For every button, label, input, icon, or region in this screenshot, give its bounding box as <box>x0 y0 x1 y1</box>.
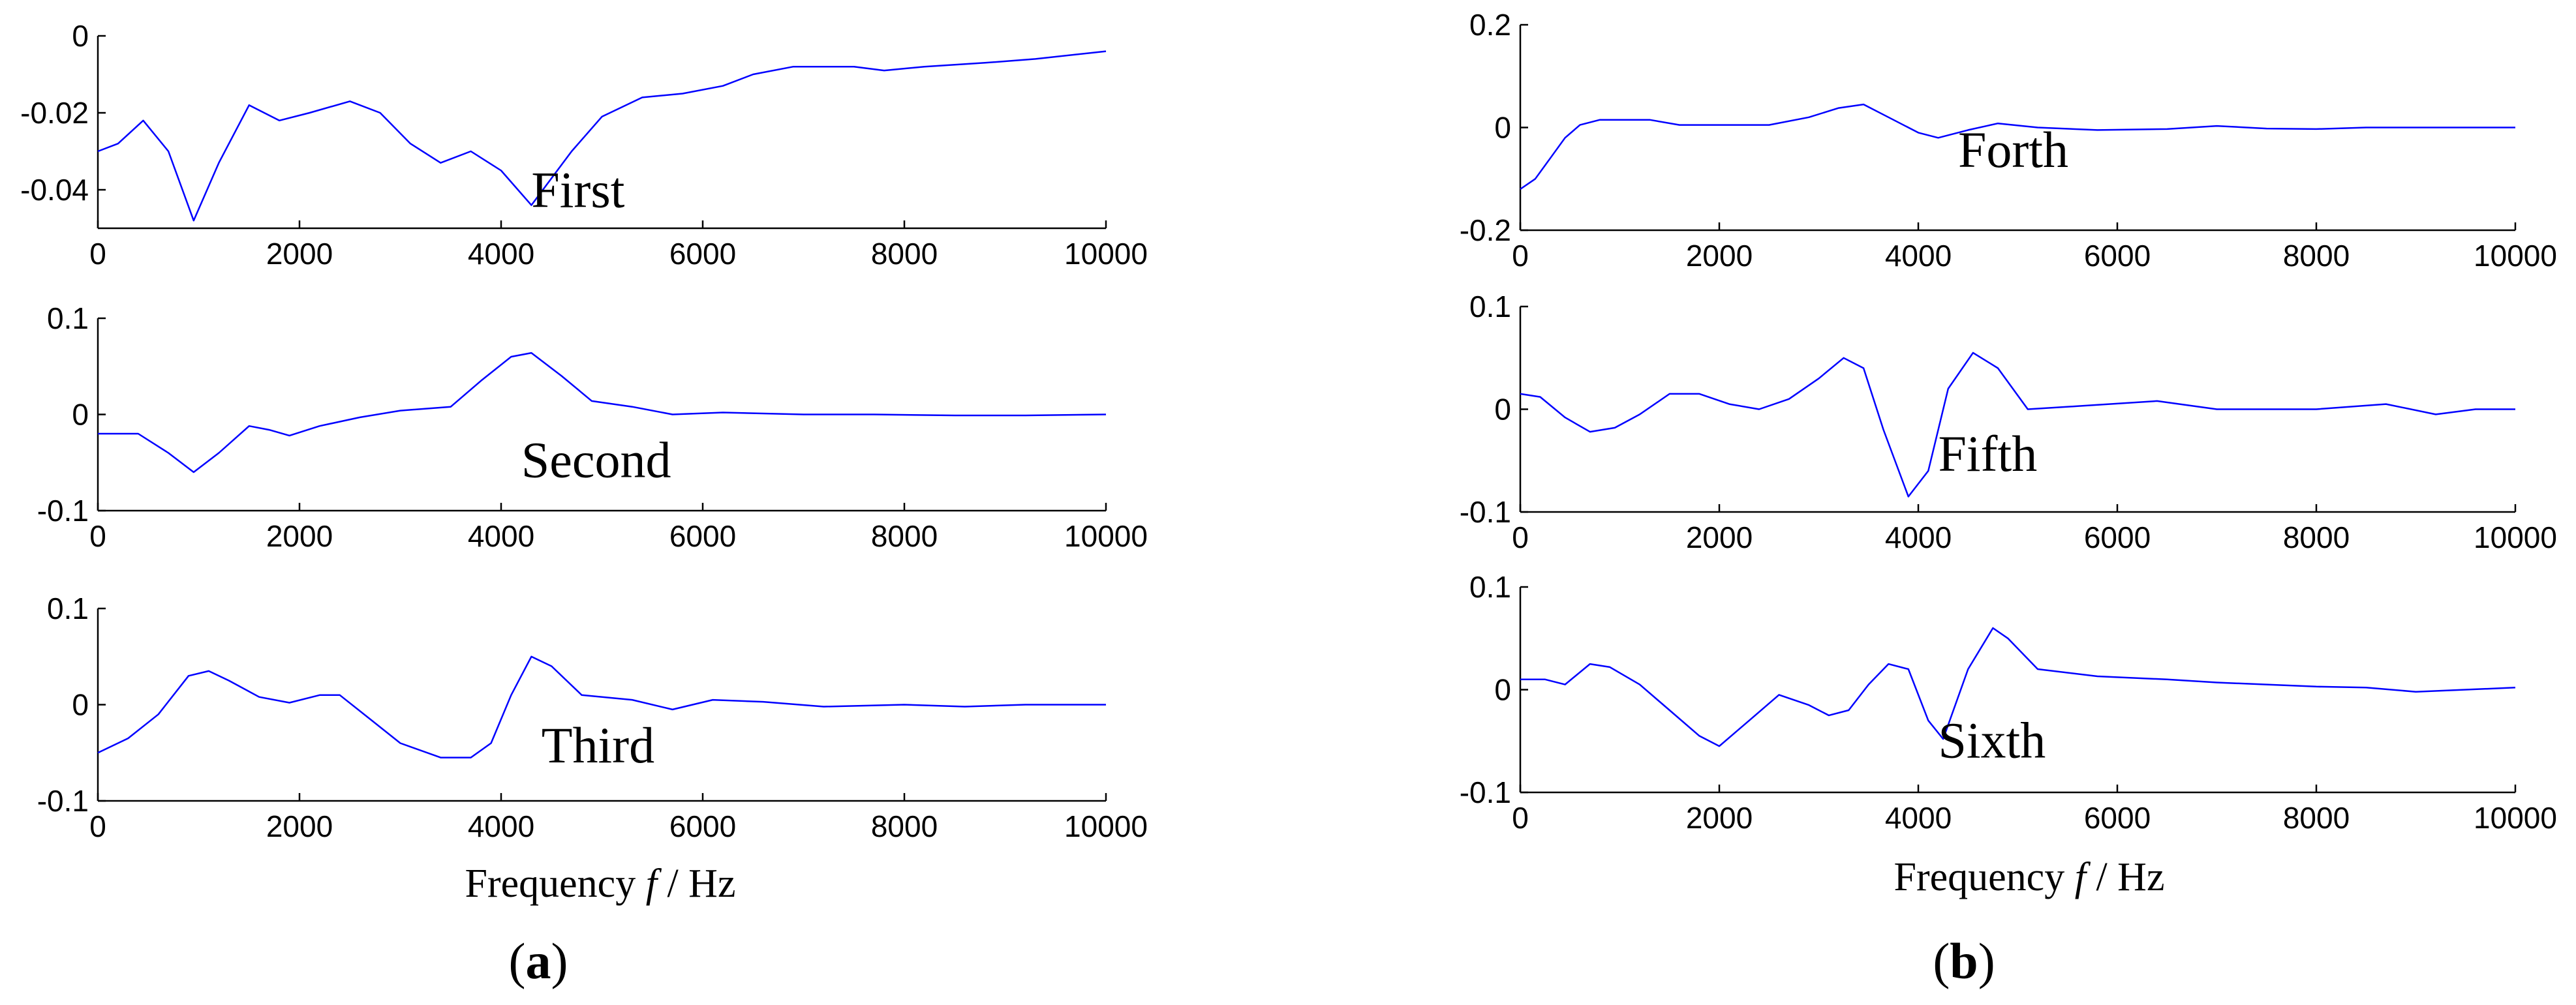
panel-label-letter: b <box>1950 933 1978 989</box>
curve-annotation: Forth <box>1958 121 2068 178</box>
panel-label-b: (b) <box>1933 933 1995 989</box>
panel-label-a: (a) <box>509 933 568 989</box>
svg-text:(a): (a) <box>509 933 568 989</box>
x-tick-label: 10000 <box>1064 519 1148 553</box>
y-tick-label: 0.1 <box>47 592 89 625</box>
panel-label-open: ( <box>509 933 526 989</box>
panel-label-open: ( <box>1933 933 1950 989</box>
curve-annotation: Fifth <box>1939 425 2038 482</box>
y-tick-label: 0 <box>72 398 89 432</box>
y-tick-label: -0.1 <box>37 494 89 528</box>
x-tick-label: 6000 <box>2084 801 2151 835</box>
x-tick-label: 4000 <box>1885 801 1952 835</box>
y-tick-label: -0.02 <box>20 96 89 130</box>
x-tick-label: 6000 <box>2084 520 2151 554</box>
series-line <box>1520 103 2515 190</box>
curve-annotation: Third <box>542 717 654 773</box>
xlabel-unit: / Hz <box>2086 855 2165 899</box>
x-tick-label: 4000 <box>468 237 534 271</box>
y-tick-label: 0 <box>72 19 89 53</box>
y-tick-label: -0.1 <box>1460 775 1511 809</box>
x-tick-label: 8000 <box>2283 520 2350 554</box>
xlabel-unit: / Hz <box>657 862 736 906</box>
svg-text:Frequency f / Hz: Frequency f / Hz <box>1894 855 2165 899</box>
curve-annotation: First <box>531 162 624 218</box>
series-line <box>97 50 1107 222</box>
panel-label-letter: a <box>526 933 551 989</box>
x-tick-label: 8000 <box>2283 801 2350 835</box>
x-tick-label: 8000 <box>871 237 938 271</box>
panel-label-close: ) <box>1978 933 1995 989</box>
x-tick-label: 10000 <box>2474 801 2557 835</box>
x-tick-label: 2000 <box>1686 239 1753 273</box>
y-tick-label: 0 <box>1494 111 1511 145</box>
y-tick-label: -0.1 <box>37 784 89 818</box>
x-tick-label: 4000 <box>468 519 534 553</box>
curve-annotation: Sixth <box>1939 712 2046 768</box>
series-line <box>1520 627 2516 747</box>
y-tick-label: -0.2 <box>1460 213 1511 247</box>
curve-annotation: Second <box>521 431 671 488</box>
x-tick-label: 2000 <box>266 519 333 553</box>
x-tick-label: 10000 <box>1064 809 1148 843</box>
x-tick-label: 0 <box>89 237 106 271</box>
y-tick-label: 0.1 <box>1469 290 1511 323</box>
x-tick-label: 2000 <box>1686 520 1753 554</box>
x-tick-label: 10000 <box>2474 239 2557 273</box>
xlabel-left: Frequency f / Hz <box>465 862 736 906</box>
x-tick-label: 10000 <box>2474 520 2557 554</box>
x-tick-label: 6000 <box>2084 239 2151 273</box>
x-tick-label: 8000 <box>871 809 938 843</box>
x-tick-label: 8000 <box>2283 239 2350 273</box>
x-tick-label: 6000 <box>669 519 736 553</box>
series-line <box>97 655 1106 758</box>
x-tick-label: 2000 <box>1686 801 1753 835</box>
x-tick-label: 0 <box>89 519 106 553</box>
panel-label-close: ) <box>551 933 568 989</box>
y-tick-label: -0.04 <box>20 173 89 207</box>
x-tick-label: 0 <box>1512 239 1529 273</box>
x-tick-label: 0 <box>1512 801 1529 835</box>
xlabel-right: Frequency f / Hz <box>1894 855 2165 899</box>
y-tick-label: -0.1 <box>1460 495 1511 529</box>
x-tick-label: 6000 <box>669 809 736 843</box>
subplots: 0 2000 4000 6000 8000 10000 -0.04 -0.02 0 First 0 2… <box>20 8 2557 843</box>
x-tick-label: 8000 <box>871 519 938 553</box>
x-tick-label: 4000 <box>1885 520 1952 554</box>
y-tick-label: 0.2 <box>1469 8 1511 42</box>
y-tick-label: 0 <box>1494 673 1511 707</box>
y-tick-label: 0.1 <box>47 301 89 335</box>
y-tick-label: 0 <box>72 688 89 722</box>
x-tick-label: 4000 <box>1885 239 1952 273</box>
xlabel-word: Frequency <box>1894 855 2075 899</box>
svg-text:(b): (b) <box>1933 933 1995 989</box>
xlabel-word: Frequency <box>465 862 646 906</box>
series-line <box>98 352 1107 473</box>
x-tick-label: 6000 <box>669 237 736 271</box>
x-tick-label: 10000 <box>1064 237 1148 271</box>
y-tick-label: 0.1 <box>1469 570 1511 604</box>
y-tick-label: 0 <box>1494 393 1511 427</box>
x-tick-label: 0 <box>1512 520 1529 554</box>
x-tick-label: 4000 <box>468 809 534 843</box>
series-line <box>1520 352 2515 498</box>
x-tick-label: 2000 <box>266 237 333 271</box>
x-tick-label: 2000 <box>266 809 333 843</box>
x-tick-label: 0 <box>89 809 106 843</box>
svg-text:Frequency f / Hz: Frequency f / Hz <box>465 862 736 906</box>
subplot-first: 0 2000 4000 6000 8000 10000 -0.04 -0.02 0 First <box>20 19 1148 271</box>
